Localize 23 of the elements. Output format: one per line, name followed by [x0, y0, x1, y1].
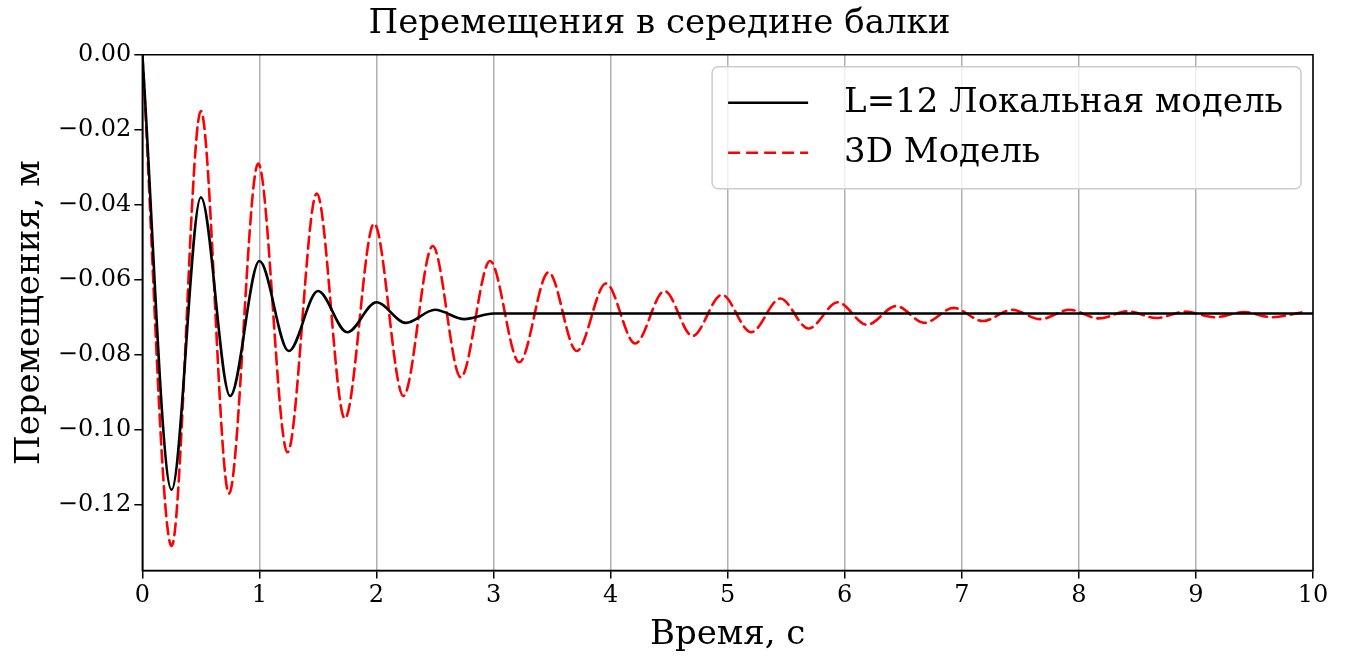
x-tick-label: 2: [368, 580, 385, 609]
x-tick-label: 10: [1297, 580, 1329, 609]
x-tick-label: 4: [602, 580, 619, 609]
legend-label: L=12 Локальная модель: [844, 79, 1284, 120]
chart-title: Перемещения в середине балки: [368, 1, 951, 42]
y-tick-label: −0.04: [57, 189, 132, 218]
x-tick-label: 5: [720, 580, 736, 609]
x-axis-title: Время, с: [649, 612, 806, 653]
y-tick-label: −0.08: [57, 339, 132, 368]
legend-label: 3D Модель: [844, 129, 1041, 170]
x-tick-label: 0: [134, 580, 150, 609]
x-tick-label: 1: [251, 580, 268, 609]
x-tick-label: 6: [837, 580, 853, 609]
y-tick-label: −0.02: [57, 114, 132, 143]
x-tick-label: 3: [485, 580, 502, 609]
y-tick-label: −0.12: [57, 489, 132, 518]
y-axis-title: Перемещения, м: [7, 160, 48, 465]
x-tick-label: 9: [1188, 580, 1204, 609]
x-tick-label: 8: [1071, 580, 1087, 609]
x-tick-label: 7: [954, 580, 970, 609]
y-tick-label: −0.06: [57, 264, 132, 293]
y-tick-label: −0.10: [57, 414, 132, 443]
y-tick-label: 0.00: [77, 39, 132, 68]
